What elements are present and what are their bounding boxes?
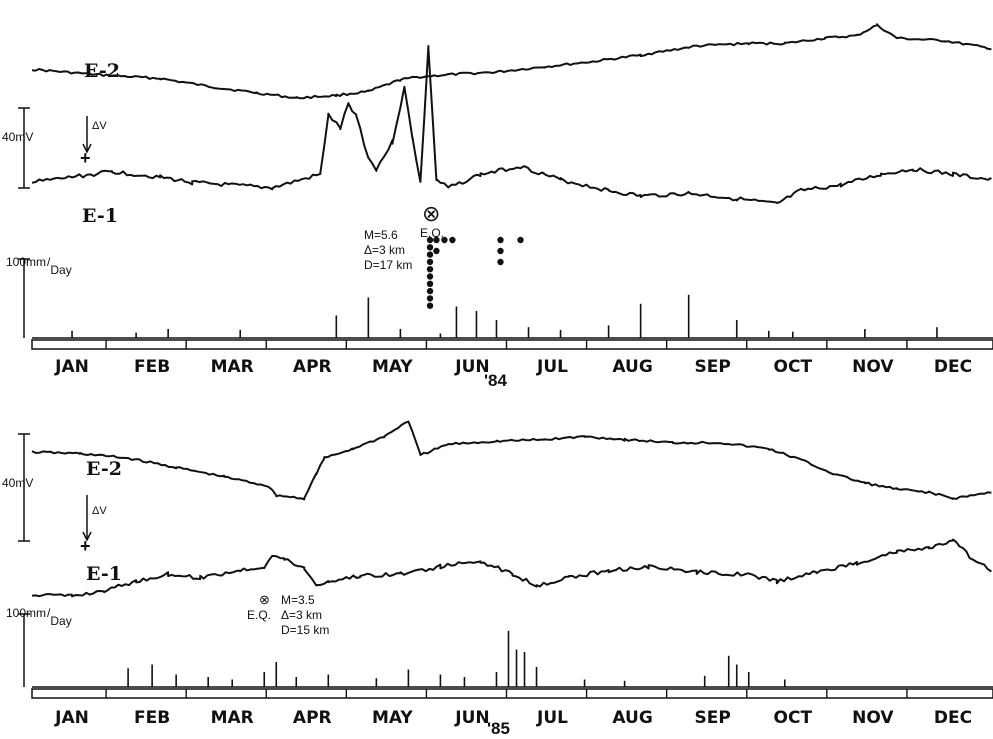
aftershock-dot (433, 236, 440, 244)
month-label: MAY (372, 357, 413, 377)
earthquake-annotation-1985: ⊗ E.Q. M=3.5 Δ=3 km D=15 km (247, 592, 329, 637)
time-axis-strip-1984 (31, 339, 993, 350)
month-label: APR (293, 708, 332, 728)
rain-scale-slash-1984: / (47, 255, 51, 269)
month-label: JUL (536, 357, 568, 377)
series-e1-trace-1984 (31, 45, 992, 204)
month-label: JUL (536, 708, 568, 728)
aftershock-dot (497, 247, 504, 255)
month-label: APR (293, 357, 332, 377)
rain-scale-numerator-1984: 100mm (6, 255, 46, 269)
earthquake-label-1984: E.Q. (420, 226, 444, 240)
series-e2-label-1985: E-2 (86, 458, 122, 480)
month-label: MAR (211, 708, 254, 728)
series-e1-label-1984: E-1 (82, 205, 118, 227)
panel-1984: E-2 E-1 40mV ΔV + 100mm/Day ⊗ E.Q. M=5.6… (2, 23, 993, 390)
month-label: FEB (134, 708, 170, 728)
aftershock-dot (497, 236, 504, 244)
month-labels-1984: JAN FEB MAR APR MAY JUN JUL AUG SEP OCT NOV DEC (54, 357, 972, 377)
aftershock-dot (441, 236, 448, 244)
month-label: OCT (774, 357, 813, 377)
earthquake-magnitude-1984: M=5.6 (364, 228, 398, 242)
month-label: OCT (774, 708, 813, 728)
aftershock-dots-1984 (426, 236, 524, 309)
earthquake-marker-1984: ⊗ (422, 201, 440, 226)
polarity-label-1984: + (80, 148, 91, 168)
earthquake-distance-1985: Δ=3 km (281, 608, 322, 622)
rain-scale-label-1984: 100mm/Day (6, 255, 72, 277)
series-e2-label-1984: E-2 (84, 60, 120, 82)
earthquake-label-1985: E.Q. (247, 608, 271, 622)
rain-scale-slash-1985: / (47, 606, 51, 620)
earthquake-distance-1984: Δ=3 km (364, 243, 405, 257)
year-label-1984: '84 (484, 371, 507, 390)
rain-scale-denominator-1984: Day (50, 263, 71, 277)
month-label: JUN (454, 708, 489, 728)
polarity-label-1985: + (80, 536, 91, 556)
month-label: AUG (612, 708, 652, 728)
voltage-scale-label-1985: 40mV (2, 476, 33, 490)
series-e2-trace-1985 (31, 420, 992, 501)
month-label: DEC (934, 357, 972, 377)
earthquake-annotation-1984: ⊗ E.Q. M=5.6 Δ=3 km D=17 km (364, 201, 524, 309)
month-label: MAR (211, 357, 254, 377)
time-axis-strip-1985 (31, 688, 993, 699)
aftershock-dot (497, 258, 504, 266)
month-label: AUG (612, 357, 652, 377)
panel-1985: E-2 E-1 40mV ΔV + 100mm/Day ⊗ E.Q. M=3.5… (2, 420, 993, 738)
month-labels-1985: JAN FEB MAR APR MAY JUN JUL AUG SEP OCT NOV DEC (54, 708, 972, 728)
month-label: MAY (372, 708, 413, 728)
aftershock-dot (426, 302, 434, 309)
month-label: SEP (695, 708, 731, 728)
month-label: JUN (454, 357, 489, 377)
earthquake-magnitude-1985: M=3.5 (281, 593, 315, 607)
aftershock-dot (426, 273, 434, 280)
month-label: NOV (852, 708, 894, 728)
aftershock-dot (426, 258, 434, 266)
month-label: FEB (134, 357, 170, 377)
earthquake-depth-1984: D=17 km (364, 258, 412, 272)
rainfall-bars-1984 (71, 294, 938, 338)
month-label: DEC (934, 708, 972, 728)
month-ticks-1984 (105, 340, 908, 349)
month-ticks-1985 (105, 689, 908, 698)
delta-v-label-1985: ΔV (92, 505, 107, 517)
aftershock-dot (426, 236, 434, 244)
aftershock-dot (426, 266, 434, 273)
series-e1-label-1985: E-1 (86, 563, 122, 585)
aftershock-dot (449, 236, 456, 244)
delta-v-arrow-head-1984 (82, 143, 92, 154)
month-label: SEP (695, 357, 731, 377)
aftershock-dot (426, 295, 434, 302)
aftershock-dot (517, 236, 524, 244)
series-e2-trace-1984 (31, 23, 992, 100)
rain-scale-denominator-1985: Day (50, 614, 71, 628)
series-e1-trace-1985 (31, 538, 992, 598)
aftershock-dot (426, 280, 434, 287)
aftershock-dot (426, 251, 434, 258)
aftershock-dot (433, 247, 440, 255)
delta-v-label-1984: ΔV (92, 120, 107, 132)
aftershock-dot (426, 287, 434, 295)
earthquake-marker-1985: ⊗ (259, 592, 270, 607)
aftershock-dot (426, 244, 434, 251)
delta-v-arrow-head-1985 (82, 531, 92, 542)
month-label: JAN (54, 357, 89, 377)
year-label-1985: '85 (487, 719, 510, 738)
voltage-scale-label-1984: 40mV (2, 130, 33, 144)
month-label: JAN (54, 708, 89, 728)
month-label: NOV (852, 357, 894, 377)
rain-scale-label-1985: 100mm/Day (6, 606, 72, 628)
earthquake-depth-1985: D=15 km (281, 623, 329, 637)
rainfall-bars-1985 (127, 630, 786, 687)
rain-scale-numerator-1985: 100mm (6, 606, 46, 620)
